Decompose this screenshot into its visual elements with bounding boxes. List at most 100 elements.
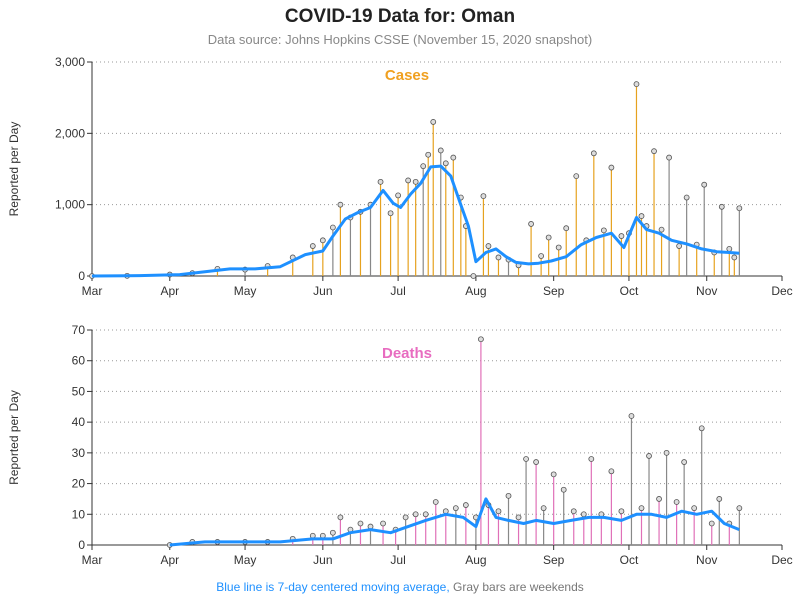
data-point [450, 154, 457, 161]
x-tick-label: Jun [313, 553, 332, 567]
x-tick-label: May [234, 553, 257, 567]
page-title: COVID-19 Data for: Oman [284, 6, 516, 27]
data-point [588, 456, 595, 462]
data-point [357, 520, 364, 527]
y-tick-label: 0 [78, 269, 85, 283]
data-point [716, 496, 723, 502]
data-point [681, 459, 688, 465]
data-point [309, 243, 316, 249]
x-tick-label: Aug [465, 284, 486, 298]
y-tick-label: 10 [72, 507, 86, 521]
data-point [337, 201, 344, 208]
x-tick-label: Aug [465, 553, 486, 567]
data-point [573, 173, 580, 180]
data-point [485, 243, 492, 249]
chart-title: Cases [385, 67, 429, 84]
data-point [618, 508, 625, 515]
data-point [673, 499, 680, 505]
footer-weekend-note: Gray bars are weekends [453, 580, 584, 594]
y-tick-label: 1,000 [55, 198, 85, 212]
data-point [580, 511, 587, 518]
data-point [658, 226, 665, 233]
data-point [698, 425, 705, 432]
data-point [560, 486, 567, 493]
y-tick-label: 3,000 [55, 55, 85, 69]
data-point [691, 505, 698, 512]
data-point [540, 505, 547, 512]
x-tick-label: Nov [696, 284, 717, 298]
data-point [437, 147, 444, 154]
data-point [708, 520, 715, 527]
data-point [432, 499, 439, 505]
x-tick-label: Apr [160, 553, 179, 567]
footer-moving-average-note: Blue line is 7-day centered moving avera… [216, 580, 450, 594]
data-point [656, 496, 662, 502]
y-axis-label: Reported per Day [7, 122, 21, 217]
data-point [600, 227, 607, 234]
x-tick-label: Mar [82, 284, 103, 298]
data-point [638, 213, 645, 219]
data-point [480, 193, 487, 200]
data-point [505, 492, 512, 499]
y-tick-label: 30 [72, 446, 86, 460]
chart-footer: Blue line is 7-day centered moving avera… [0, 580, 800, 594]
data-point [731, 254, 738, 261]
y-tick-label: 50 [72, 384, 86, 398]
data-point [422, 511, 429, 518]
data-point [570, 508, 577, 515]
x-tick-label: Jul [390, 553, 405, 567]
x-tick-label: Jul [390, 284, 405, 298]
deaths-chart: 0 10 20 30 40 50 60 70 Mar Apr May Jun Jul Aug Sep Oct N… [7, 323, 793, 567]
moving-average-line [169, 497, 740, 547]
x-tick-label: Dec [771, 284, 792, 298]
data-point [462, 502, 469, 508]
data-point [495, 254, 502, 261]
x-tick-label: Apr [160, 284, 179, 298]
moving-average-line [91, 164, 740, 278]
y-tick-label: 40 [72, 415, 86, 429]
data-point [651, 148, 657, 155]
y-tick-label: 0 [78, 538, 85, 552]
data-point [412, 178, 419, 185]
data-point [736, 205, 743, 212]
x-tick-label: Sep [543, 553, 565, 567]
x-tick-label: Dec [771, 553, 792, 567]
y-tick-label: 60 [72, 354, 86, 368]
data-point [718, 203, 725, 210]
data-point [430, 119, 437, 125]
data-point [555, 244, 562, 251]
data-point [420, 163, 427, 170]
data-point [726, 245, 733, 252]
data-point [395, 192, 402, 199]
data-point [608, 164, 615, 171]
x-tick-label: Oct [620, 284, 639, 298]
x-tick-label: Mar [82, 553, 103, 567]
data-point [590, 150, 597, 157]
data-point [515, 514, 522, 521]
data-point [452, 505, 459, 512]
data-point [666, 154, 672, 161]
data-point [412, 511, 419, 518]
data-point [442, 160, 449, 167]
data-point [405, 177, 412, 184]
data-point [337, 514, 344, 521]
x-tick-label: Nov [696, 553, 717, 567]
data-point [676, 243, 683, 249]
page-subtitle: Data source: Johns Hopkins CSSE (Novembe… [207, 32, 593, 47]
x-tick-label: Jun [313, 284, 332, 298]
data-point [329, 529, 336, 536]
y-tick-label: 20 [72, 477, 86, 491]
data-point [736, 505, 743, 512]
y-tick-label: 2,000 [55, 126, 85, 140]
chart-title: Deaths [382, 345, 432, 362]
data-point [329, 224, 336, 231]
data-point [425, 151, 432, 158]
y-axis-label: Reported per Day [7, 390, 21, 485]
data-point [528, 221, 534, 227]
data-point [550, 471, 557, 478]
data-point [701, 181, 708, 188]
data-point [402, 514, 409, 521]
x-tick-label: May [234, 284, 257, 298]
